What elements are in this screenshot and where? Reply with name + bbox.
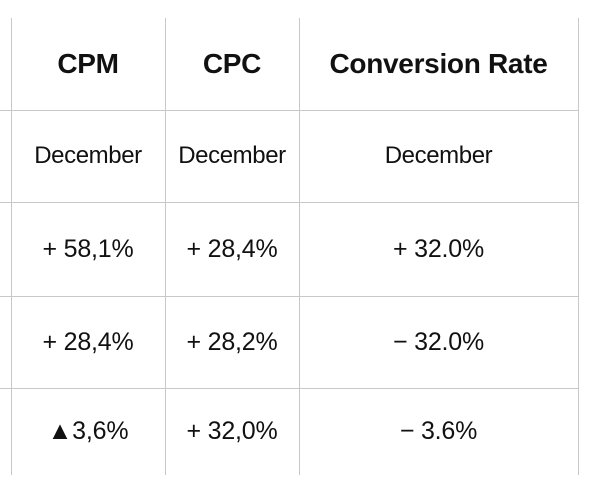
header-cpc: CPC [164, 18, 300, 111]
period-conversion-rate: December [298, 109, 579, 203]
metrics-table: CPM CPC Conversion Rate December Decembe… [0, 18, 579, 475]
period-cpc: December [164, 109, 300, 203]
header-conversion-rate: Conversion Rate [298, 18, 579, 111]
cpm-value: + 58,1% [10, 201, 166, 297]
period-cell-stub [0, 109, 12, 203]
conversion-rate-value: − 32.0% [298, 295, 579, 389]
table-row: + 58,1% + 28,4% + 32.0% [0, 201, 579, 297]
cpc-value: + 28,2% [164, 295, 300, 389]
row-label-cell [0, 387, 12, 475]
period-cpm: December [10, 109, 166, 203]
header-cpm: CPM [10, 18, 166, 111]
conversion-rate-value: − 3.6% [298, 387, 579, 475]
row-label-cell [0, 201, 12, 297]
header-cell-stub [0, 18, 12, 111]
conversion-rate-value: + 32.0% [298, 201, 579, 297]
cpm-value: + 28,4% [10, 295, 166, 389]
period-row: December December December [0, 109, 579, 203]
table-row: + 28,4% + 28,2% − 32.0% [0, 295, 579, 389]
cpm-value: ▲3,6% [10, 387, 166, 475]
table-row: ▲3,6% + 32,0% − 3.6% [0, 387, 579, 475]
table-header-row: CPM CPC Conversion Rate [0, 18, 579, 111]
cpc-value: + 28,4% [164, 201, 300, 297]
cpc-value: + 32,0% [164, 387, 300, 475]
row-label-cell [0, 295, 12, 389]
